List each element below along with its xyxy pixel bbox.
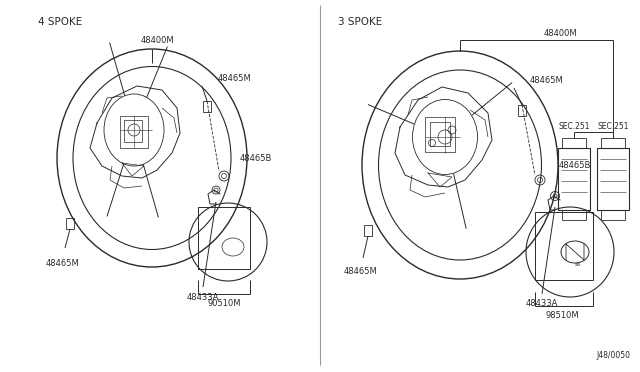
Text: 48465M: 48465M (218, 74, 252, 83)
Bar (430, 122, 450, 146)
Text: 48400M: 48400M (140, 35, 174, 45)
Text: 98510M: 98510M (545, 311, 579, 321)
Text: 4 SPOKE: 4 SPOKE (38, 17, 83, 27)
Bar (535, 212, 593, 280)
Bar (66, 218, 74, 229)
Bar (558, 148, 590, 210)
Bar (562, 138, 586, 148)
Bar (120, 116, 148, 148)
Bar (203, 101, 211, 112)
Text: 48400M: 48400M (543, 29, 577, 38)
Text: sis: sis (575, 262, 581, 266)
Text: SEC.251: SEC.251 (558, 122, 589, 131)
Text: J48/0050: J48/0050 (596, 350, 630, 359)
Text: SEC.251: SEC.251 (597, 122, 628, 131)
Text: 48465B: 48465B (559, 160, 591, 170)
Text: 48433A: 48433A (526, 299, 558, 308)
Text: 48465M: 48465M (530, 76, 564, 84)
Text: 90510M: 90510M (207, 299, 241, 308)
Text: 48465M: 48465M (343, 267, 377, 276)
Text: 48465B: 48465B (240, 154, 272, 163)
Bar (425, 117, 455, 152)
Bar (198, 207, 250, 269)
Bar (562, 210, 586, 220)
Bar (364, 225, 372, 236)
Bar (518, 105, 526, 116)
Text: 48433A: 48433A (187, 292, 219, 301)
Text: 48465M: 48465M (45, 259, 79, 267)
Text: 3 SPOKE: 3 SPOKE (338, 17, 382, 27)
Bar (597, 148, 629, 210)
Bar (601, 210, 625, 220)
Bar (601, 138, 625, 148)
Bar (124, 120, 142, 142)
